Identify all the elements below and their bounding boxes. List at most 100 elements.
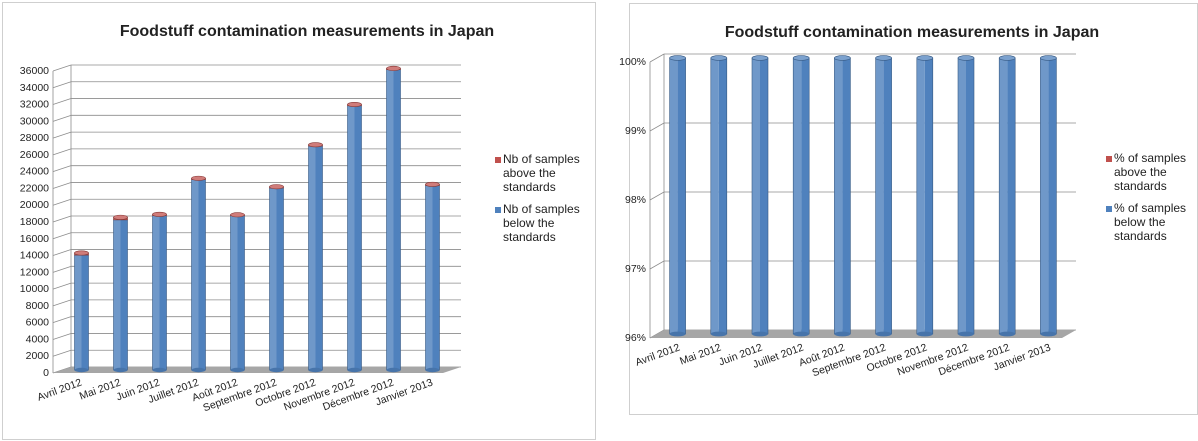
bar-base-5 xyxy=(834,331,851,337)
y-tick-label: 99% xyxy=(625,125,646,137)
bar-base-3 xyxy=(152,367,167,373)
bar-below-8-shade xyxy=(966,58,974,334)
bar-cap-10 xyxy=(425,181,440,187)
bar-below-6-shade xyxy=(276,187,284,370)
y-tick-label: 10000 xyxy=(20,283,49,295)
bar-cap-3 xyxy=(152,211,167,217)
bar-base-2 xyxy=(113,367,128,373)
gridline-diagonal xyxy=(52,114,72,122)
bar-below-1-light xyxy=(669,58,678,334)
y-tick-label: 96% xyxy=(625,332,646,344)
gridline-diagonal xyxy=(52,299,72,307)
bar-below-1-shade xyxy=(81,255,89,370)
y-tick-label: 98% xyxy=(625,194,646,206)
bar-base-10 xyxy=(1040,331,1057,337)
bar-cap-8 xyxy=(957,55,975,61)
bar-cap-1 xyxy=(669,55,686,61)
bar-base-9 xyxy=(386,367,401,373)
y-tick-label: 32000 xyxy=(20,99,49,111)
bar-below-8-shade xyxy=(354,105,362,370)
bar-below-3-light xyxy=(752,58,760,334)
bar-below-3-shade xyxy=(159,215,167,370)
bar-below-4 xyxy=(191,179,206,371)
bar-cap-4 xyxy=(792,55,810,61)
bars xyxy=(74,65,440,373)
gridline-diagonal xyxy=(52,182,72,189)
y-tick-label: 4000 xyxy=(26,333,50,345)
bar-below-9 xyxy=(998,57,1016,335)
bar-below-4-shade xyxy=(198,179,206,370)
y-tick-label: 18000 xyxy=(20,216,49,228)
bar-below-4 xyxy=(792,57,810,335)
legend-swatch xyxy=(495,207,501,213)
bar-below-2-shade xyxy=(718,58,727,334)
bar-base-2 xyxy=(710,331,727,337)
y-tick-label: 22000 xyxy=(20,182,49,194)
bar-below-1 xyxy=(669,57,686,335)
y-tick-label: 8000 xyxy=(26,300,50,312)
bar-below-9-shade xyxy=(1007,58,1016,334)
bar-cap-2 xyxy=(710,55,728,61)
legend-swatch xyxy=(495,157,501,163)
bar-below-2 xyxy=(710,57,728,335)
bar-base-8 xyxy=(347,367,362,373)
bar-cap-9 xyxy=(386,65,401,71)
y-tick-label: 24000 xyxy=(20,166,49,178)
bar-base-7 xyxy=(308,367,323,373)
gridline-diagonal xyxy=(52,349,72,357)
bar-below-9-shade xyxy=(393,69,401,370)
gridline-diagonal xyxy=(52,198,72,206)
bar-base-3 xyxy=(752,331,768,337)
bar-below-9-light xyxy=(386,69,394,370)
chart-panel-percent: Foodstuff contamination measurements in … xyxy=(619,3,1198,415)
bar-base-1 xyxy=(669,331,686,337)
bar-below-6 xyxy=(269,187,284,371)
bar-below-3-light xyxy=(152,215,160,370)
bar-cap-6 xyxy=(875,55,892,61)
x-tick-label: Mai 2012 xyxy=(78,376,123,402)
gridline-diagonal xyxy=(52,232,72,240)
y-tick-label: 14000 xyxy=(20,250,49,262)
bar-base-1 xyxy=(74,367,89,373)
bars xyxy=(669,55,1057,337)
chart-title: Foodstuff contamination measurements in … xyxy=(120,23,494,40)
y-tick-label: 6000 xyxy=(26,317,50,329)
legend-label: Nb of samples above the standards xyxy=(503,152,580,194)
bar-base-6 xyxy=(875,331,892,337)
bar-below-10-shade xyxy=(432,185,440,370)
gridline-diagonal xyxy=(52,64,72,72)
bar-cap-2 xyxy=(113,214,128,220)
bar-below-1-shade xyxy=(677,58,686,334)
y-tick-label: 0 xyxy=(43,367,49,379)
bar-cap-3 xyxy=(751,55,769,61)
bar-cap-5 xyxy=(834,55,851,61)
gridline-diagonal xyxy=(649,191,665,201)
bar-below-4-light xyxy=(793,58,802,334)
chart-percent: Foodstuff contamination measurements in … xyxy=(619,24,1186,379)
y-tick-label: 36000 xyxy=(20,65,49,77)
bar-cap-6 xyxy=(269,184,284,190)
bar-base-4 xyxy=(793,331,810,337)
bar-below-8-light xyxy=(347,105,355,370)
bar-cap-9 xyxy=(998,55,1016,61)
x-tick-label: Avril 2012 xyxy=(634,341,682,368)
chart-panel-count: Foodstuff contamination measurements in … xyxy=(2,2,596,440)
bar-below-8 xyxy=(347,105,362,371)
bar-base-8 xyxy=(958,331,974,337)
bar-below-7-light xyxy=(308,146,316,370)
y-tick-label: 20000 xyxy=(20,199,49,211)
bar-cap-8 xyxy=(347,101,362,107)
bar-below-7-light xyxy=(916,58,925,334)
y-tick-label: 16000 xyxy=(20,233,49,245)
gridline-diagonal xyxy=(52,148,72,156)
bar-base-6 xyxy=(269,367,284,373)
bar-below-7 xyxy=(308,145,323,371)
legend-swatch xyxy=(1106,156,1112,162)
bar-below-8 xyxy=(957,57,975,335)
bar-below-3-shade xyxy=(760,58,768,334)
bar-below-5-light xyxy=(230,215,238,370)
y-tick-label: 100% xyxy=(619,56,646,68)
bar-cap-7 xyxy=(308,142,323,148)
bar-below-3 xyxy=(751,57,769,335)
bar-below-9-light xyxy=(999,58,1008,334)
